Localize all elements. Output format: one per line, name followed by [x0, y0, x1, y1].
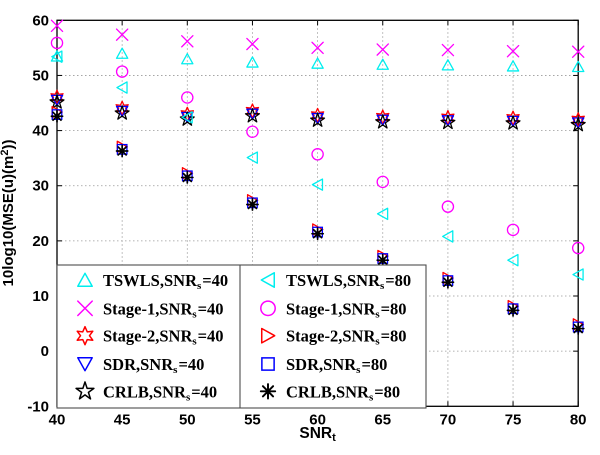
svg-text:80: 80 — [570, 411, 587, 428]
svg-text:SDR,SNRs=40: SDR,SNRs=40 — [103, 355, 204, 376]
svg-text:10: 10 — [32, 288, 49, 305]
svg-text:10log10(MSE(u)(m2)): 10log10(MSE(u)(m2)) — [0, 140, 17, 287]
svg-text:TSWLS,SNRs=80: TSWLS,SNRs=80 — [286, 271, 411, 292]
svg-text:65: 65 — [374, 411, 391, 428]
svg-text:CRLB,SNRs=40: CRLB,SNRs=40 — [103, 382, 217, 403]
svg-text:70: 70 — [440, 411, 457, 428]
svg-text:TSWLS,SNRs=40: TSWLS,SNRs=40 — [103, 271, 228, 292]
svg-text:50: 50 — [32, 67, 49, 84]
svg-text:-10: -10 — [27, 398, 49, 415]
svg-text:SDR,SNRs=80: SDR,SNRs=80 — [286, 355, 387, 376]
svg-text:40: 40 — [49, 411, 66, 428]
svg-text:50: 50 — [179, 411, 196, 428]
svg-text:20: 20 — [32, 233, 49, 250]
svg-text:Stage-2,SNRs=80: Stage-2,SNRs=80 — [286, 327, 407, 348]
svg-text:0: 0 — [41, 343, 49, 360]
svg-text:CRLB,SNRs=80: CRLB,SNRs=80 — [286, 382, 400, 403]
svg-text:Stage-1,SNRs=40: Stage-1,SNRs=40 — [103, 299, 224, 320]
svg-text:40: 40 — [32, 123, 49, 140]
svg-text:55: 55 — [244, 411, 261, 428]
svg-text:Stage-2,SNRs=40: Stage-2,SNRs=40 — [103, 327, 224, 348]
svg-text:Stage-1,SNRs=80: Stage-1,SNRs=80 — [286, 299, 407, 320]
svg-text:60: 60 — [32, 12, 49, 29]
svg-text:45: 45 — [114, 411, 131, 428]
svg-text:75: 75 — [505, 411, 522, 428]
svg-text:30: 30 — [32, 178, 49, 195]
svg-text:SNRt: SNRt — [299, 425, 336, 444]
